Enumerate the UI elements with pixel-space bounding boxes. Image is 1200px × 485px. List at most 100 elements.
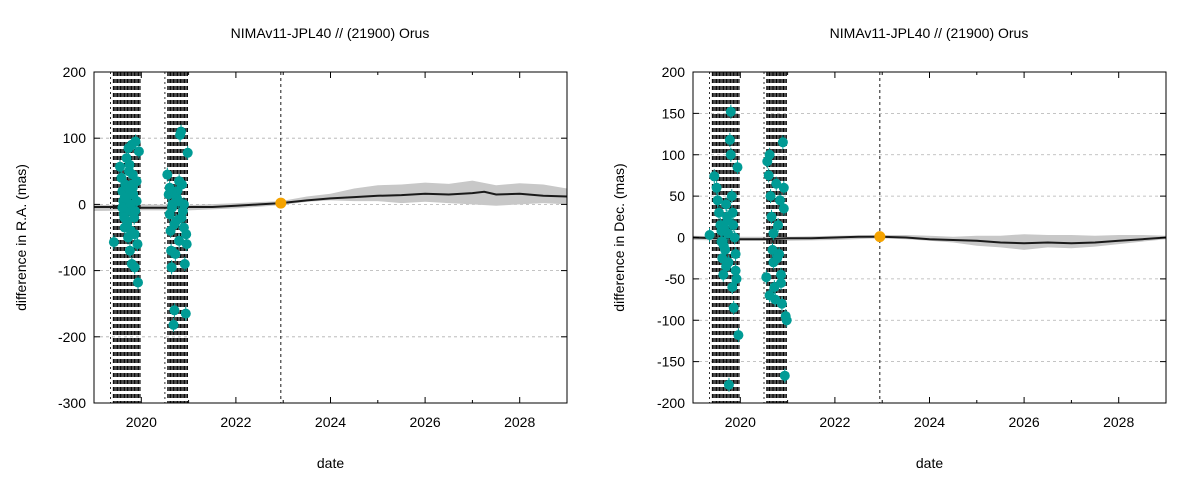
data-point	[709, 171, 720, 182]
data-point	[169, 305, 180, 316]
reference-point	[275, 197, 287, 209]
model-series-line	[693, 235, 1166, 245]
x-tick-label: 2022	[220, 414, 251, 430]
data-point	[765, 191, 776, 202]
data-point	[174, 235, 185, 246]
chart-title: NIMAv11-JPL40 // (21900) Orus	[830, 25, 1029, 41]
y-tick-label: 150	[662, 105, 686, 121]
y-tick-label: 100	[63, 130, 87, 146]
uncertainty-band	[94, 180, 567, 211]
data-point	[711, 182, 722, 193]
x-axis-label: date	[317, 455, 344, 471]
data-point	[764, 290, 775, 301]
data-point	[108, 237, 119, 248]
x-tick-label: 2024	[914, 414, 945, 430]
data-point	[130, 206, 141, 216]
data-point	[162, 169, 173, 180]
data-point	[115, 161, 125, 172]
data-point	[726, 191, 737, 202]
data-point	[777, 137, 788, 148]
data-point	[119, 192, 130, 203]
data-point	[166, 262, 177, 273]
data-point	[119, 212, 130, 223]
data-point	[761, 272, 772, 283]
data-point	[169, 219, 180, 230]
x-tick-label: 2020	[126, 414, 157, 430]
data-point	[167, 202, 177, 213]
x-axis-label: date	[916, 455, 943, 471]
data-point	[725, 149, 736, 160]
data-point	[129, 229, 140, 240]
y-tick-label: -300	[58, 395, 86, 411]
data-point	[781, 315, 792, 326]
data-point	[174, 176, 185, 187]
data-point	[776, 278, 786, 288]
data-point	[173, 196, 184, 207]
data-point	[117, 202, 128, 213]
data-point	[730, 249, 741, 259]
data-point	[164, 182, 175, 193]
data-point	[733, 330, 744, 341]
data-point	[764, 149, 775, 160]
data-point	[725, 106, 736, 117]
observation-epoch-lines	[110, 72, 188, 403]
data-point	[133, 146, 144, 157]
data-point	[723, 257, 734, 268]
y-axis-label: difference in Dec. (mas)	[611, 163, 627, 311]
data-point	[131, 196, 142, 207]
data-point	[776, 269, 786, 280]
chart-panel-1: NIMAv11-JPL40 // (21900) Orus -300 -200 -10…	[13, 25, 568, 471]
data-point	[775, 195, 785, 206]
data-point	[763, 170, 774, 181]
data-point	[776, 298, 787, 309]
data-point	[168, 319, 179, 330]
data-point	[728, 302, 739, 313]
y-tick-label: 200	[662, 64, 686, 80]
plot-area	[94, 72, 567, 403]
data-point	[179, 259, 190, 269]
data-point	[127, 179, 138, 190]
y-tick-label: -200	[657, 395, 685, 411]
y-tick-label: 0	[677, 230, 685, 246]
observation-epoch-lines	[709, 72, 787, 403]
y-tick-label: 100	[662, 147, 686, 163]
data-point	[732, 162, 743, 173]
y-tick-label: -150	[657, 354, 685, 370]
data-point	[176, 212, 187, 223]
data-point	[181, 229, 192, 240]
data-point	[779, 370, 790, 381]
x-tick-label: 2028	[1103, 414, 1134, 430]
data-point	[133, 277, 143, 288]
data-point	[124, 245, 135, 256]
x-tick-label: 2022	[819, 414, 850, 430]
plot-area	[693, 72, 1166, 403]
x-tick-label: 2024	[315, 414, 346, 430]
y-tick-label: -200	[58, 329, 86, 345]
data-point	[723, 379, 734, 390]
data-point	[182, 147, 193, 158]
data-point	[768, 228, 779, 239]
data-point	[717, 236, 728, 247]
y-tick-label: 0	[78, 196, 86, 212]
data-point	[130, 136, 141, 147]
data-point	[766, 211, 777, 222]
data-point	[712, 195, 723, 206]
x-tick-label: 2026	[410, 414, 441, 430]
data-point	[180, 308, 191, 319]
data-point	[727, 207, 738, 218]
x-tick-label: 2026	[1009, 414, 1040, 430]
data-point	[166, 245, 177, 256]
y-tick-label: -50	[665, 271, 685, 287]
data-point	[772, 253, 783, 264]
data-point	[729, 232, 740, 243]
y-axis-label: difference in R.A. (mas)	[13, 164, 29, 311]
data-point	[124, 166, 134, 177]
data-point	[722, 215, 733, 226]
data-point	[778, 182, 789, 193]
data-point	[121, 153, 132, 164]
data-point	[771, 178, 782, 189]
y-tick-label: -100	[657, 312, 685, 328]
data-point	[730, 265, 741, 276]
